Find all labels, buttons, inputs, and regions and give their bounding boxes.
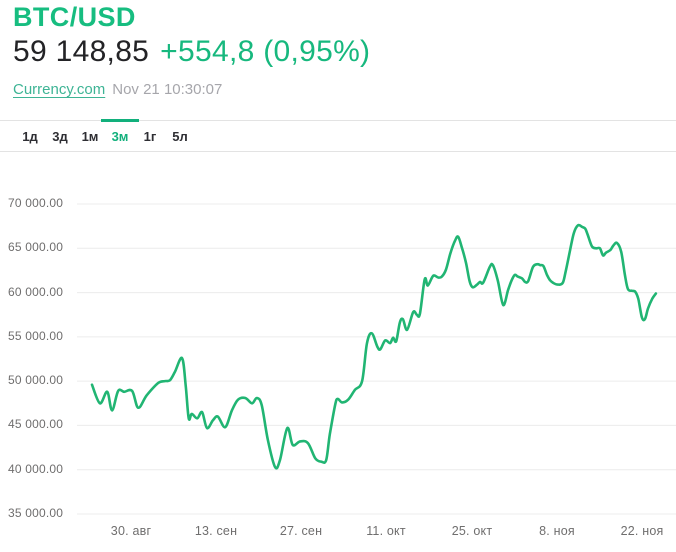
quote-timestamp: Nov 21 10:30:07	[112, 81, 223, 98]
tab-range-3м[interactable]: 3м	[101, 119, 139, 151]
y-axis-label: 55 000.00	[8, 329, 64, 343]
pair-title: BTC/USD	[13, 2, 136, 32]
y-axis-label: 40 000.00	[8, 462, 64, 476]
price-row: 59 148,85 +554,8 (0,95%)	[13, 35, 370, 69]
tab-range-3д[interactable]: 3д	[52, 128, 68, 144]
x-axis-label: 27. сен	[279, 524, 323, 538]
x-axis-label: 8. ноя	[539, 524, 575, 538]
source-link[interactable]: Currency.com	[13, 81, 106, 98]
tab-range-1д[interactable]: 1д	[22, 128, 38, 144]
tab-range-1м[interactable]: 1м	[81, 128, 99, 144]
y-axis-label: 70 000.00	[8, 196, 64, 210]
range-tab-bar: 1д 3д 1м 3м 1г 5л	[0, 119, 676, 152]
last-price: 59 148,85	[13, 35, 150, 68]
y-axis-label: 45 000.00	[8, 417, 64, 431]
price-chart-svg	[77, 203, 676, 515]
x-axis-label: 11. окт	[366, 524, 406, 538]
x-axis-label: 22. ноя	[620, 524, 664, 538]
tab-range-5л[interactable]: 5л	[172, 128, 188, 144]
price-change: +554,8 (0,95%)	[160, 35, 371, 68]
x-axis-label: 25. окт	[451, 524, 493, 538]
active-tab-indicator	[101, 119, 139, 122]
x-axis-label: 30. авг	[110, 524, 152, 538]
x-axis-label: 13. сен	[194, 524, 238, 538]
y-axis-label: 35 000.00	[8, 506, 64, 520]
source-row: Currency.com Nov 21 10:30:07	[13, 81, 222, 98]
y-axis-label: 65 000.00	[8, 240, 64, 254]
y-axis-label: 50 000.00	[8, 373, 64, 387]
price-chart[interactable]: 70 000.00 65 000.00 60 000.00 55 000.00 50 0…	[0, 190, 676, 552]
price-line	[90, 223, 658, 470]
tab-range-1г[interactable]: 1г	[143, 128, 157, 144]
y-axis-label: 60 000.00	[8, 285, 64, 299]
